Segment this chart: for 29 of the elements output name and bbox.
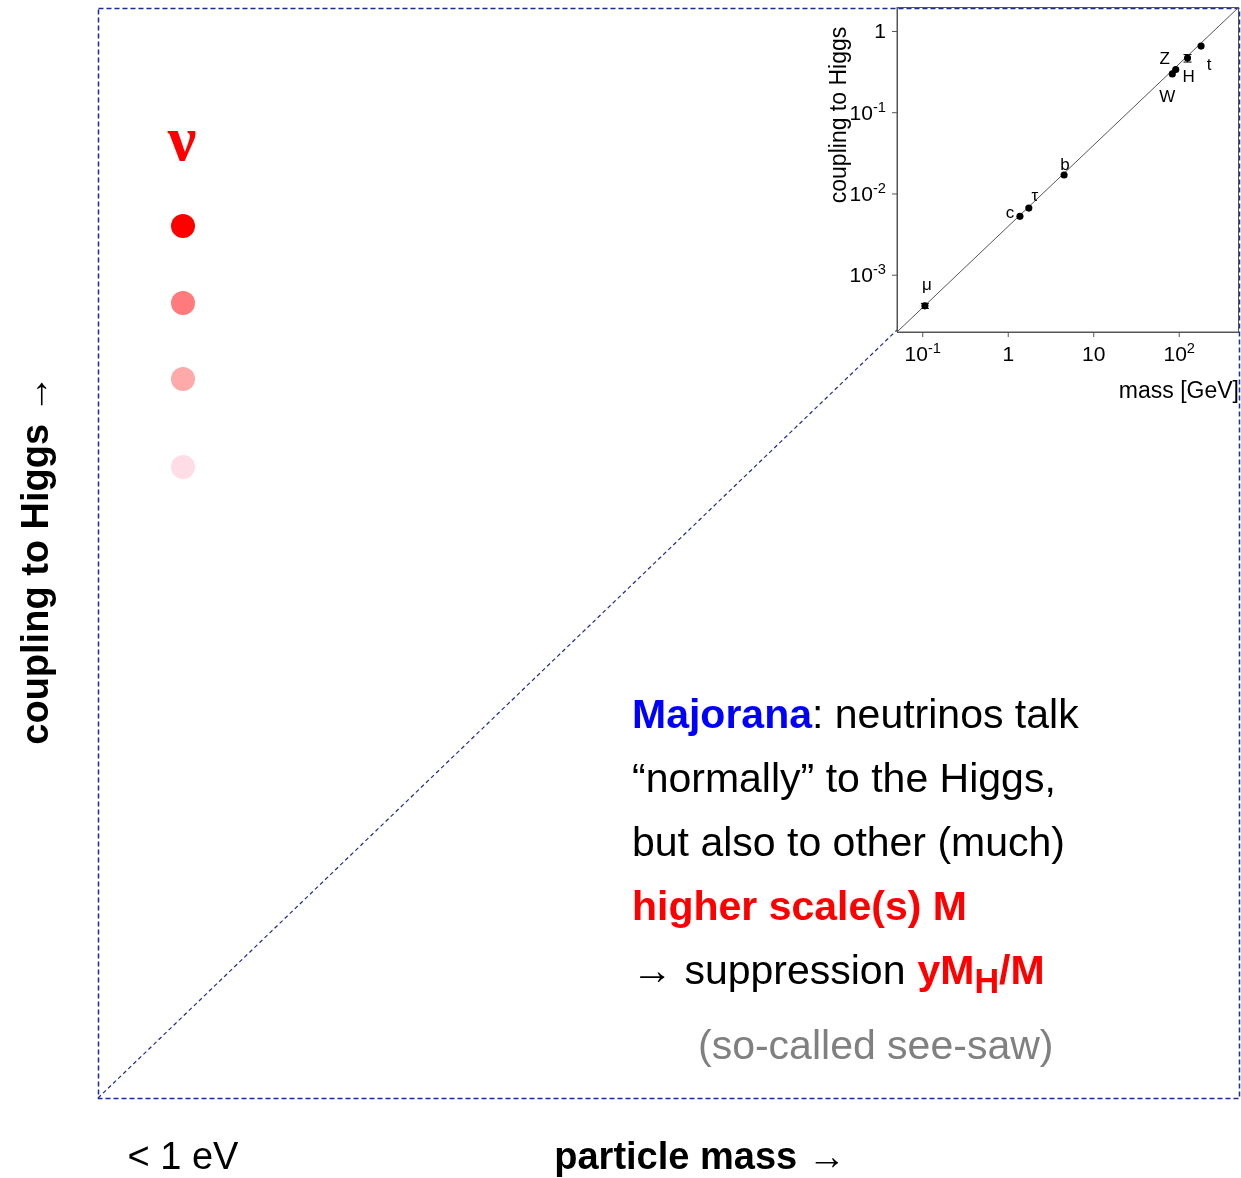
text: (so-called see-saw) bbox=[698, 1022, 1054, 1069]
text: “normally” to the Higgs, bbox=[632, 755, 1056, 801]
y-tick-label: 10$^{-3}$ bbox=[849, 261, 886, 287]
x-tick-label: 1 bbox=[1002, 342, 1015, 365]
text: ν bbox=[166, 103, 197, 174]
text: higher scale(s) M bbox=[632, 883, 967, 929]
annotation: μ bbox=[922, 274, 932, 294]
annotation: W bbox=[1159, 86, 1176, 106]
text: yM$_{H}$/M bbox=[917, 947, 1045, 1001]
annotation: Z bbox=[1159, 48, 1170, 68]
x-tick-label: 10$^{-1}$ bbox=[904, 340, 941, 365]
annotation: c bbox=[1005, 203, 1015, 223]
y-tick-label: 1 bbox=[874, 19, 886, 43]
text: < 1 eV bbox=[127, 1135, 240, 1177]
text: coupling to Higgs → bbox=[14, 375, 56, 745]
x-tick-label: 10$^{2}$ bbox=[1163, 340, 1195, 365]
x-axis-title: mass [GeV] bbox=[1118, 377, 1239, 403]
annotation: H bbox=[1182, 67, 1195, 87]
annotation: b bbox=[1060, 155, 1070, 175]
text: but also to other (much) bbox=[632, 819, 1065, 865]
text: particle mass → bbox=[554, 1135, 846, 1177]
text: → suppression bbox=[632, 947, 906, 993]
y-tick-label: 10$^{-2}$ bbox=[849, 179, 886, 205]
annotation: τ bbox=[1031, 186, 1039, 206]
text: : neutrinos talk bbox=[812, 691, 1079, 737]
annotation: t bbox=[1206, 55, 1212, 75]
text: Majorana bbox=[632, 691, 812, 737]
y-axis-title: coupling to Higgs bbox=[825, 26, 851, 204]
x-tick-label: 10 bbox=[1082, 342, 1106, 365]
